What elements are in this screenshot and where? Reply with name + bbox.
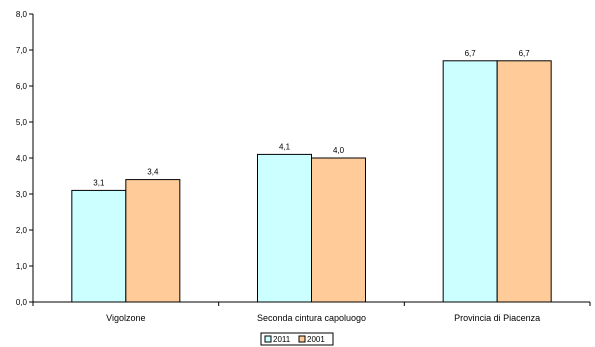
legend-swatch bbox=[298, 335, 306, 343]
y-tick-label: 3,0 bbox=[16, 190, 28, 199]
bar-2001-1 bbox=[311, 157, 366, 303]
y-tick-label: 7,0 bbox=[16, 46, 28, 55]
legend-label: 2011 bbox=[273, 335, 291, 344]
y-tick-label: 8,0 bbox=[16, 10, 28, 19]
y-tick-label: 5,0 bbox=[16, 118, 28, 127]
category-label: Vigolzone bbox=[106, 313, 145, 323]
bar-2011-0 bbox=[71, 189, 127, 303]
data-label: 6,7 bbox=[465, 49, 477, 58]
plot-area: 0,0 1,0 2,0 3,0 4,0 5,0 6,0 7,0 8,0 3,1 3,4 Vigolzo… bbox=[16, 10, 591, 323]
y-tick-label: 4,0 bbox=[16, 154, 28, 163]
data-label: 6,7 bbox=[519, 49, 531, 58]
y-tick-label: 2,0 bbox=[16, 226, 28, 235]
data-label: 4,1 bbox=[279, 142, 291, 151]
legend-swatch bbox=[264, 335, 272, 343]
legend: 2011 2001 bbox=[260, 332, 334, 346]
bar-2001-2 bbox=[496, 60, 552, 303]
bar-2011-1 bbox=[257, 153, 312, 303]
y-tick-label: 6,0 bbox=[16, 82, 28, 91]
legend-box bbox=[260, 332, 334, 346]
y-tick-label: 1,0 bbox=[16, 262, 28, 271]
category-label: Provincia di Piacenza bbox=[454, 313, 540, 323]
bar-2001-0 bbox=[125, 179, 181, 303]
legend-label: 2001 bbox=[307, 335, 325, 344]
y-tick-label: 0,0 bbox=[16, 298, 28, 307]
category-label: Seconda cintura capoluogo bbox=[257, 313, 366, 323]
data-label: 3,1 bbox=[93, 178, 105, 187]
bar-2011-2 bbox=[442, 60, 498, 303]
data-label: 3,4 bbox=[147, 168, 159, 177]
data-label: 4,0 bbox=[333, 146, 345, 155]
